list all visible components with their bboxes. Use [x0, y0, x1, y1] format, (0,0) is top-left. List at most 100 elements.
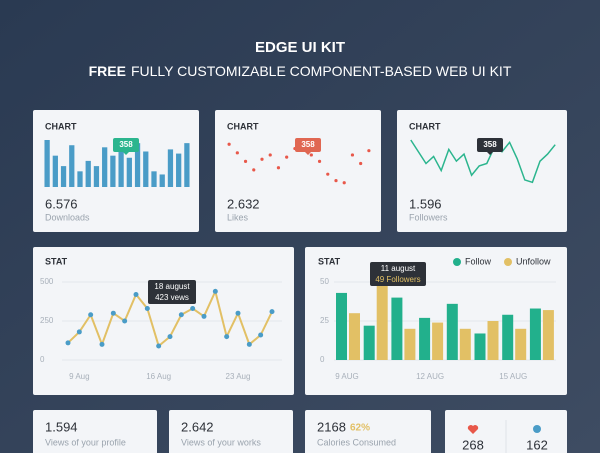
- y-tick-label: 50: [320, 277, 329, 286]
- dot: [227, 142, 231, 146]
- card-value: 6.576: [45, 196, 78, 211]
- bar: [102, 147, 108, 187]
- tooltip-arrow: [123, 152, 129, 155]
- point: [246, 341, 252, 347]
- bar: [159, 174, 165, 187]
- stat-value: 2168: [317, 419, 346, 434]
- comments: 162: [526, 437, 548, 452]
- y-tick-label: 0: [40, 355, 45, 364]
- bar: [93, 166, 100, 187]
- tooltip: [477, 138, 503, 152]
- bar: [363, 325, 375, 360]
- tooltip-text: 358: [119, 140, 133, 149]
- tooltip-text: 358: [301, 140, 315, 149]
- bar: [349, 313, 360, 360]
- card-value: 2.632: [227, 196, 260, 211]
- dot: [285, 155, 289, 159]
- y-tick-label: 250: [40, 316, 54, 325]
- bar: [85, 160, 91, 187]
- y-tick-label: 25: [320, 316, 329, 325]
- bar: [69, 145, 75, 187]
- bar: [376, 283, 388, 360]
- stat-caption: Views of your profile: [45, 437, 126, 447]
- bar: [60, 166, 67, 187]
- card: [169, 410, 293, 453]
- dot: [317, 159, 322, 163]
- card: [33, 110, 199, 232]
- bar: [151, 171, 157, 187]
- tooltip: [148, 280, 196, 304]
- bar: [419, 317, 431, 360]
- tooltip-text: 49 Followers: [375, 275, 420, 284]
- bar: [134, 143, 141, 187]
- card-value: 1.596: [409, 196, 442, 211]
- point: [212, 288, 218, 294]
- point: [133, 291, 139, 297]
- dot: [342, 181, 346, 185]
- stat-caption: Views of your works: [181, 437, 261, 447]
- card-label: STAT: [45, 256, 68, 266]
- dot: [235, 151, 239, 155]
- dot: [260, 157, 264, 161]
- x-tick-label: 12 AUG: [416, 372, 444, 381]
- subtitle-emphasis: FREE: [89, 63, 126, 79]
- dot: [252, 168, 256, 172]
- dot: [243, 159, 248, 163]
- point: [167, 334, 173, 340]
- bar: [515, 328, 527, 360]
- point: [99, 341, 105, 347]
- legend-swatch: [453, 258, 461, 266]
- card-caption: Followers: [409, 212, 448, 222]
- tooltip: [295, 138, 321, 152]
- card-caption: Downloads: [45, 212, 90, 222]
- point: [88, 312, 94, 318]
- card: [33, 410, 157, 453]
- card-label: STAT: [318, 256, 341, 266]
- chat-icon: [533, 425, 541, 433]
- point: [224, 334, 230, 340]
- card: [215, 110, 381, 232]
- bar: [529, 308, 541, 360]
- point: [178, 312, 184, 318]
- tooltip: [113, 138, 139, 152]
- bar: [143, 151, 149, 187]
- tooltip-title: 11 august: [381, 264, 416, 273]
- bar: [542, 310, 554, 360]
- x-tick-label: 23 Aug: [226, 372, 251, 381]
- likes: 268: [462, 437, 484, 452]
- subtitle: FREE FULLY CUSTOMIZABLE COMPONENT-BASED W…: [89, 63, 512, 79]
- point: [122, 318, 128, 324]
- heart-icon: [467, 425, 479, 434]
- bar: [391, 297, 403, 360]
- bar: [502, 314, 514, 360]
- tooltip-arrow: [305, 152, 311, 155]
- dot: [367, 149, 371, 153]
- y-tick-label: 0: [320, 355, 325, 364]
- x-tick-label: 9 Aug: [69, 372, 89, 381]
- bar: [487, 321, 499, 360]
- x-tick-label: 9 AUG: [335, 372, 359, 381]
- dot: [359, 161, 363, 166]
- bar: [77, 171, 83, 187]
- bar: [118, 145, 124, 187]
- card-label: CHART: [409, 121, 441, 131]
- point: [110, 310, 116, 316]
- card: [397, 110, 567, 232]
- dot: [276, 166, 281, 170]
- bar: [176, 153, 182, 187]
- stat-value: 1.594: [45, 419, 78, 434]
- y-tick-label: 500: [40, 277, 54, 286]
- point: [235, 310, 241, 316]
- bar: [126, 157, 132, 187]
- dot: [334, 178, 338, 183]
- tooltip-arrow: [487, 152, 493, 155]
- stat-value: 2.642: [181, 419, 214, 434]
- line: [410, 139, 556, 184]
- legend-swatch: [504, 258, 512, 266]
- card-label: CHART: [227, 121, 259, 131]
- bar: [52, 155, 58, 187]
- legend-label: Unfollow: [516, 256, 551, 266]
- stat-caption: Calories Consumed: [317, 437, 396, 447]
- tooltip-text: 423 vews: [155, 293, 189, 302]
